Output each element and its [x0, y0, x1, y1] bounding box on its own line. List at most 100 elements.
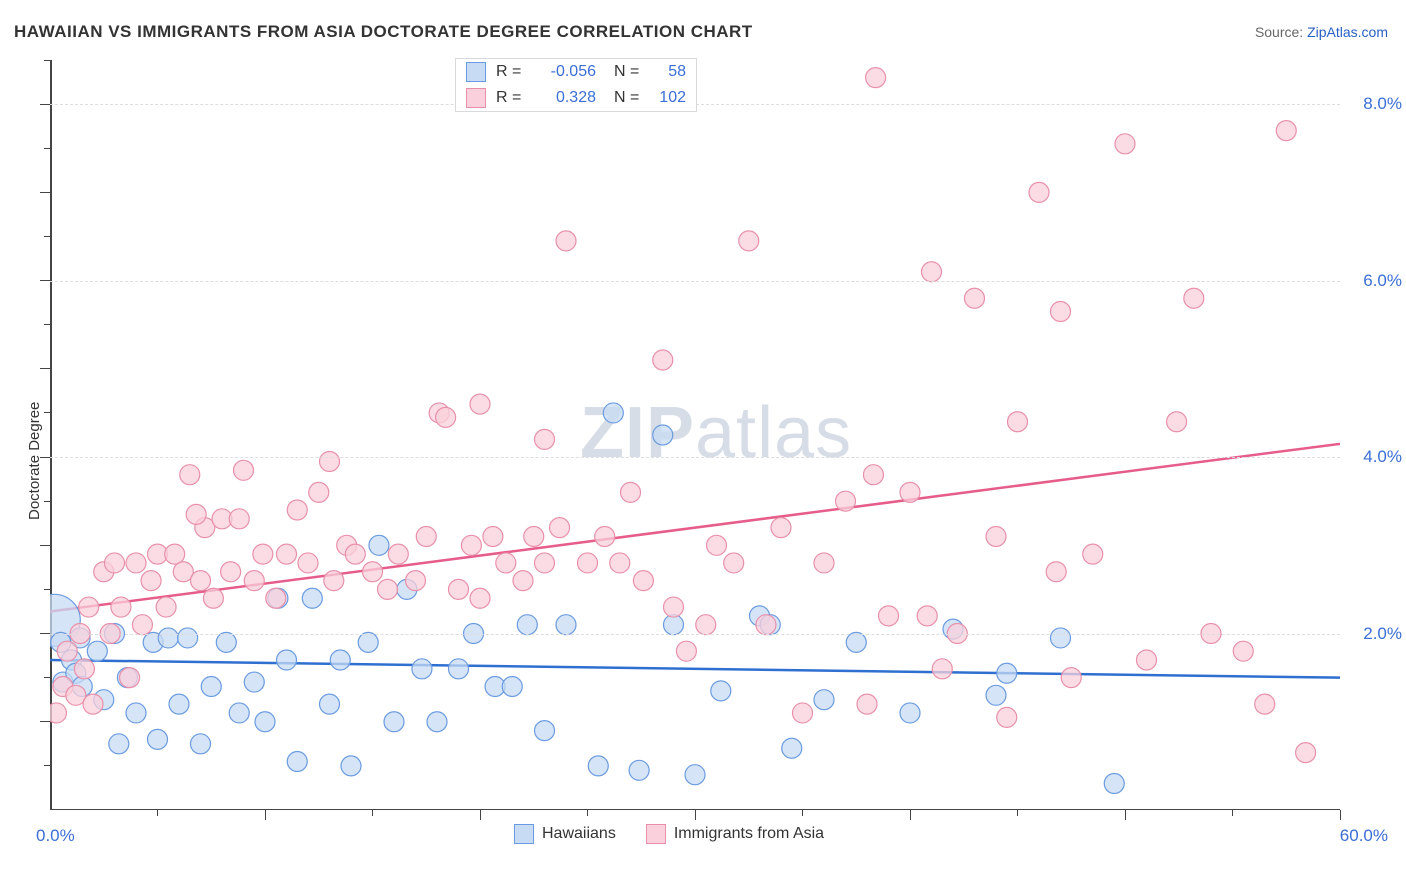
y-tick: [40, 104, 50, 105]
point-immigrants: [524, 526, 544, 546]
point-immigrants: [863, 465, 883, 485]
point-immigrants: [126, 553, 146, 573]
legend-swatch-hawaiians: [466, 62, 486, 82]
series-legend-label: Immigrants from Asia: [674, 825, 824, 843]
y-tick-label: 4.0%: [1363, 447, 1402, 467]
point-hawaiians: [302, 588, 322, 608]
point-immigrants: [83, 694, 103, 714]
y-tick: [40, 280, 50, 281]
y-tick: [44, 765, 50, 766]
point-immigrants: [664, 597, 684, 617]
point-immigrants: [266, 588, 286, 608]
point-immigrants: [436, 407, 456, 427]
point-immigrants: [229, 509, 249, 529]
point-hawaiians: [320, 694, 340, 714]
point-hawaiians: [556, 615, 576, 635]
source-link[interactable]: ZipAtlas.com: [1307, 24, 1388, 40]
x-tick: [480, 810, 481, 820]
point-immigrants: [287, 500, 307, 520]
legend-row-immigrants: R =0.328N =102: [456, 85, 696, 111]
source-attribution: Source: ZipAtlas.com: [1255, 24, 1388, 40]
x-tick: [910, 810, 911, 820]
legend-r-value: -0.056: [538, 63, 596, 81]
gridline: [50, 457, 1340, 458]
point-immigrants: [771, 518, 791, 538]
point-immigrants: [470, 588, 490, 608]
point-hawaiians: [109, 734, 129, 754]
point-hawaiians: [244, 672, 264, 692]
source-label: Source:: [1255, 24, 1303, 40]
point-immigrants: [496, 553, 516, 573]
point-hawaiians: [782, 738, 802, 758]
legend-swatch-hawaiians: [514, 824, 534, 844]
point-immigrants: [1061, 668, 1081, 688]
point-immigrants: [997, 707, 1017, 727]
point-immigrants: [180, 465, 200, 485]
point-hawaiians: [126, 703, 146, 723]
point-hawaiians: [502, 676, 522, 696]
x-tick: [1232, 810, 1233, 816]
legend-n-label: N =: [614, 89, 646, 107]
legend-n-value: 102: [656, 89, 686, 107]
point-immigrants: [556, 231, 576, 251]
point-hawaiians: [255, 712, 275, 732]
point-immigrants: [1115, 134, 1135, 154]
point-immigrants: [416, 526, 436, 546]
point-immigrants: [676, 641, 696, 661]
point-immigrants: [1051, 301, 1071, 321]
point-immigrants: [986, 526, 1006, 546]
point-immigrants: [298, 553, 318, 573]
point-immigrants: [917, 606, 937, 626]
point-hawaiians: [216, 632, 236, 652]
point-hawaiians: [517, 615, 537, 635]
point-hawaiians: [1104, 774, 1124, 794]
point-hawaiians: [412, 659, 432, 679]
point-hawaiians: [169, 694, 189, 714]
point-immigrants: [253, 544, 273, 564]
point-immigrants: [50, 703, 66, 723]
y-tick: [40, 192, 50, 193]
y-axis-label: Doctorate Degree: [26, 402, 43, 520]
y-tick-label: 6.0%: [1363, 271, 1402, 291]
x-tick: [802, 810, 803, 816]
point-immigrants: [1083, 544, 1103, 564]
point-immigrants: [406, 571, 426, 591]
point-immigrants: [1255, 694, 1275, 714]
point-immigrants: [922, 262, 942, 282]
point-hawaiians: [341, 756, 361, 776]
point-immigrants: [932, 659, 952, 679]
point-immigrants: [739, 231, 759, 251]
point-immigrants: [120, 668, 140, 688]
point-immigrants: [79, 597, 99, 617]
correlation-legend: R =-0.056N =58R =0.328N =102: [455, 58, 697, 112]
point-immigrants: [965, 288, 985, 308]
point-immigrants: [900, 482, 920, 502]
point-immigrants: [449, 579, 469, 599]
point-immigrants: [1137, 650, 1157, 670]
point-hawaiians: [148, 729, 168, 749]
gridline: [50, 634, 1340, 635]
point-immigrants: [696, 615, 716, 635]
point-hawaiians: [287, 751, 307, 771]
point-immigrants: [132, 615, 152, 635]
point-immigrants: [345, 544, 365, 564]
point-immigrants: [633, 571, 653, 591]
x-tick: [1125, 810, 1126, 820]
x-axis-min-label: 0.0%: [36, 826, 75, 846]
point-immigrants: [470, 394, 490, 414]
point-immigrants: [1184, 288, 1204, 308]
point-immigrants: [836, 491, 856, 511]
point-immigrants: [324, 571, 344, 591]
point-immigrants: [793, 703, 813, 723]
y-tick: [40, 457, 50, 458]
point-immigrants: [578, 553, 598, 573]
series-legend-item-immigrants: Immigrants from Asia: [646, 824, 824, 844]
point-immigrants: [1008, 412, 1028, 432]
point-immigrants: [483, 526, 503, 546]
gridline: [50, 281, 1340, 282]
point-hawaiians: [201, 676, 221, 696]
point-immigrants: [653, 350, 673, 370]
point-immigrants: [165, 544, 185, 564]
point-immigrants: [879, 606, 899, 626]
point-immigrants: [105, 553, 125, 573]
